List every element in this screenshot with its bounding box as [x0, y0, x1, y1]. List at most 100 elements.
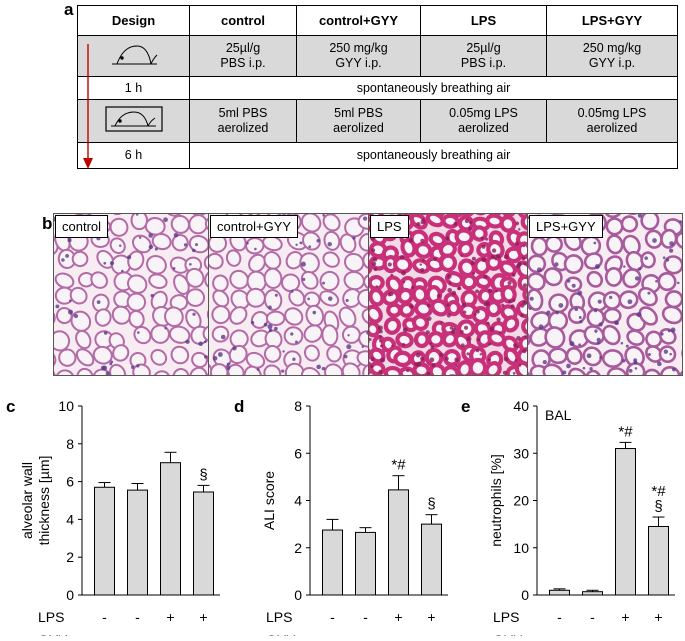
y-tick-label: 40 [513, 398, 529, 414]
panel-a-letter: a [64, 0, 73, 20]
bar [161, 463, 181, 595]
table-header-row: Design control control+GYY LPS LPS+GYY [78, 6, 678, 36]
treatment-sign: - [102, 632, 107, 636]
bar [550, 590, 570, 595]
treatment-row-label: LPS [266, 609, 292, 625]
table-row-6h: 6 h spontaneously breathing air [78, 143, 678, 169]
significance-mark: § [427, 496, 435, 513]
header-design: Design [78, 6, 190, 36]
micrograph-label: control+GYY [210, 215, 298, 238]
micrograph-label: LPS [370, 215, 409, 238]
treatment-row-label: LPS [493, 609, 519, 625]
treatment-row-label: LPS [38, 609, 64, 625]
y-tick-label: 10 [58, 398, 74, 414]
treatment-sign: + [199, 632, 207, 636]
bar [422, 524, 442, 595]
treatment-sign: - [590, 609, 595, 625]
y-tick-label: 10 [513, 540, 529, 556]
treatment-row-label: GYY [38, 632, 68, 636]
treatment-row-label: GYY [266, 632, 296, 636]
y-axis-label: alveolar wall [19, 462, 35, 539]
treatment-sign: + [654, 609, 662, 625]
y-tick-label: 0 [66, 587, 74, 603]
bar [95, 487, 115, 595]
y-tick-label: 8 [66, 436, 74, 452]
y-axis-label: thickness [µm] [36, 456, 52, 546]
header-lps-gyy: LPS+GYY [547, 6, 678, 36]
bar [583, 592, 603, 595]
y-axis-label: ALI score [261, 471, 277, 530]
treatment-sign: - [135, 609, 140, 625]
micrograph-lps-gyy: LPS+GYY [527, 213, 683, 376]
micrograph-label: LPS+GYY [529, 215, 603, 238]
micrograph-lps: LPS [368, 213, 530, 376]
treatment-sign: + [361, 632, 369, 636]
chart-letter: e [461, 397, 470, 416]
treatment-sign: - [363, 609, 368, 625]
breathing-air-1: spontaneously breathing air [190, 77, 678, 100]
treatment-row-label: GYY [493, 632, 523, 636]
chart-letter: d [234, 397, 244, 416]
bar [356, 532, 376, 595]
treatment-sign: - [396, 632, 401, 636]
treatment-sign: + [166, 609, 174, 625]
treatment-sign: + [588, 632, 596, 636]
y-tick-label: 4 [66, 511, 74, 527]
treatment-sign: - [330, 632, 335, 636]
micrograph-control: control [53, 213, 215, 376]
treatment-sign: - [102, 609, 107, 625]
y-tick-label: 6 [66, 474, 74, 490]
treatment-sign: - [623, 632, 628, 636]
treatment-sign: - [330, 609, 335, 625]
bar [323, 530, 343, 595]
inset-label: BAL [545, 407, 572, 423]
design-table: Design control control+GYY LPS LPS+GYY 2… [77, 5, 678, 169]
treatment-sign: - [557, 609, 562, 625]
significance-mark: *# [618, 423, 633, 440]
y-tick-label: 6 [294, 445, 302, 461]
header-lps: LPS [421, 6, 547, 36]
treatment-sign: + [427, 632, 435, 636]
bar [389, 490, 409, 595]
treatment-sign: - [557, 632, 562, 636]
treatment-sign: + [654, 632, 662, 636]
significance-mark: *# [391, 457, 406, 474]
header-control: control [190, 6, 297, 36]
mouse-icon [109, 41, 159, 67]
bar [194, 492, 214, 595]
y-tick-label: 8 [294, 398, 302, 414]
treatment-sign: + [427, 609, 435, 625]
y-tick-label: 30 [513, 445, 529, 461]
y-tick-label: 2 [66, 549, 74, 565]
bar [616, 449, 636, 595]
significance-mark: § [654, 498, 662, 515]
micrograph-control-gyy: control+GYY [208, 213, 370, 376]
timeline-arrow [80, 42, 96, 172]
bar [128, 490, 148, 595]
treatment-sign: - [168, 632, 173, 636]
mouse-chamber-icon [104, 105, 164, 133]
y-tick-label: 0 [521, 587, 529, 603]
y-tick-label: 2 [294, 540, 302, 556]
chart-letter: c [6, 397, 15, 416]
treatment-sign: + [199, 609, 207, 625]
treatment-sign: + [621, 609, 629, 625]
breathing-air-2: spontaneously breathing air [190, 143, 678, 169]
significance-mark: § [199, 466, 207, 483]
y-axis-label: neutrophils [%] [488, 454, 504, 547]
table-row-1h: 1 h spontaneously breathing air [78, 77, 678, 100]
y-tick-label: 20 [513, 493, 529, 509]
micrograph-label: control [55, 215, 108, 238]
